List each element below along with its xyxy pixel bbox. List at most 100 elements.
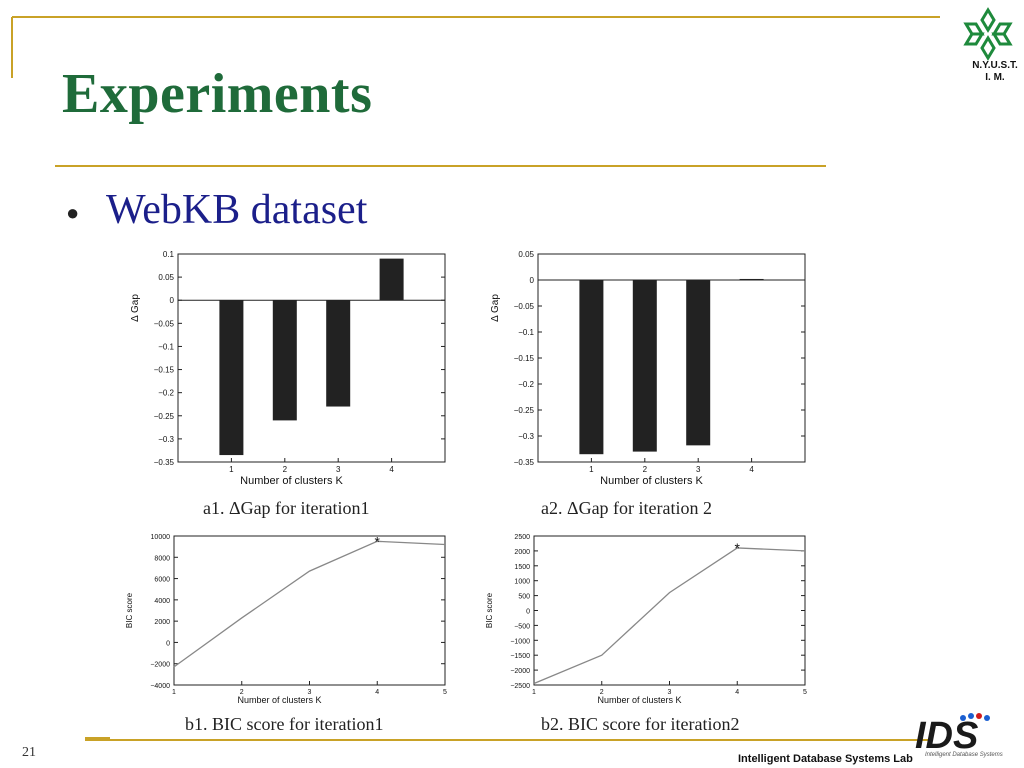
y-tick-label: 500 — [518, 594, 530, 601]
x-tick-label: 3 — [668, 689, 672, 696]
y-tick-label: −4000 — [150, 683, 170, 690]
y-tick-label: −0.35 — [154, 458, 175, 467]
y-axis-label: Δ Gap — [490, 294, 501, 322]
x-tick-label: 5 — [443, 689, 447, 696]
slide-title: Experiments — [62, 63, 373, 125]
bullet-dot-icon: ● — [66, 200, 80, 225]
bar-3 — [686, 280, 711, 446]
x-tick-label: 3 — [336, 465, 341, 474]
chart-b2-bic-score: 2500 2000 1500 1000 500 0 −500 −1000 −1500 −2000 −… — [485, 534, 807, 705]
logo-text-line2: I. M. — [985, 72, 1005, 83]
y-tick-label: −0.3 — [158, 435, 174, 444]
plot-frame — [173, 535, 446, 686]
caption-a2: a2. ΔGap for iteration 2 — [541, 498, 713, 518]
y-tick-label: −0.25 — [514, 406, 535, 415]
bar-2 — [632, 280, 657, 452]
ids-lab-logo-icon: IDS Intelligent Database Systems — [915, 713, 1003, 758]
y-tick-label: −0.15 — [154, 366, 175, 375]
x-axis-label: Number of clusters K — [240, 475, 343, 487]
plot-frame — [177, 253, 446, 463]
bar-4 — [379, 258, 404, 301]
y-tick-label: 4000 — [154, 598, 170, 605]
y-tick-label: −0.2 — [518, 380, 534, 389]
y-tick-label: 1500 — [514, 564, 530, 571]
x-tick-label: 4 — [389, 465, 394, 474]
y-tick-label: −1500 — [510, 653, 530, 660]
ids-logo-text: IDS — [915, 715, 978, 757]
y-tick-label: 1000 — [514, 579, 530, 586]
y-tick-label: 2000 — [154, 619, 170, 626]
x-tick-label: 2 — [600, 689, 604, 696]
y-tick-label: 6000 — [154, 577, 170, 584]
x-tick-label: 4 — [375, 689, 379, 696]
university-logo-text: N.Y.U.S.T. I. M. — [950, 60, 1024, 84]
caption-b1: b1. BIC score for iteration1 — [185, 714, 384, 734]
x-tick-label: 1 — [229, 465, 234, 474]
y-tick-label: −1000 — [510, 638, 530, 645]
y-tick-label: 0.05 — [158, 273, 174, 282]
y-tick-label: 0 — [170, 296, 175, 305]
x-tick-label: 2 — [240, 689, 244, 696]
y-tick-label: 0 — [166, 640, 170, 647]
bar-4 — [739, 278, 764, 281]
y-tick-label: −0.1 — [518, 328, 534, 337]
series-line — [533, 547, 806, 685]
x-tick-label: 4 — [749, 465, 754, 474]
plot-frame — [533, 535, 806, 686]
plot-frame — [537, 253, 806, 463]
y-tick-label: 0.05 — [518, 250, 534, 259]
y-tick-label: 2000 — [514, 549, 530, 556]
caption-b2: b2. BIC score for iteration2 — [541, 714, 740, 734]
y-axis-label: Δ Gap — [130, 294, 141, 322]
y-tick-label: 2500 — [514, 534, 530, 541]
bar-2 — [272, 300, 297, 421]
y-tick-label: −2500 — [510, 683, 530, 690]
x-tick-label: 1 — [172, 689, 176, 696]
max-marker: * — [735, 540, 741, 556]
x-axis-label: Number of clusters K — [237, 695, 321, 705]
bar-1 — [579, 280, 604, 455]
y-tick-label: −2000 — [510, 668, 530, 675]
y-tick-label: −0.35 — [514, 458, 535, 467]
bar-3 — [326, 300, 351, 407]
y-axis-label: BIC score — [125, 592, 134, 628]
y-axis-label: BIC score — [485, 592, 494, 628]
y-tick-label: 0 — [530, 276, 535, 285]
x-tick-label: 2 — [283, 465, 288, 474]
footer-lab-name: Intelligent Database Systems Lab — [738, 753, 913, 765]
y-tick-label: −0.2 — [158, 389, 174, 398]
y-tick-label: −500 — [514, 623, 530, 630]
university-logo-icon — [963, 7, 1013, 61]
series-line — [173, 540, 446, 668]
bullet-text: WebKB dataset — [106, 187, 368, 233]
y-tick-label: 0 — [526, 609, 530, 616]
x-axis-label: Number of clusters K — [597, 695, 681, 705]
y-tick-label: −0.15 — [514, 354, 535, 363]
page-number: 21 — [22, 745, 36, 760]
x-tick-label: 3 — [696, 465, 701, 474]
x-tick-label: 5 — [803, 689, 807, 696]
y-tick-label: −0.05 — [154, 319, 175, 328]
y-tick-label: −0.25 — [154, 412, 175, 421]
x-tick-label: 1 — [589, 465, 594, 474]
y-tick-label: 8000 — [154, 555, 170, 562]
x-tick-label: 2 — [643, 465, 648, 474]
x-tick-label: 3 — [308, 689, 312, 696]
max-marker: * — [375, 533, 381, 549]
y-tick-label: −2000 — [150, 662, 170, 669]
logo-text-line1: N.Y.U.S.T. — [972, 60, 1018, 71]
x-axis-label: Number of clusters K — [600, 475, 703, 487]
y-tick-label: −0.3 — [518, 432, 534, 441]
x-tick-label: 4 — [735, 689, 739, 696]
y-tick-label: −0.1 — [158, 342, 174, 351]
bar-1 — [219, 300, 244, 456]
x-tick-label: 1 — [532, 689, 536, 696]
ids-logo-subtext: Intelligent Database Systems — [925, 752, 1003, 758]
chart-a1-delta-gap: 0.1 0.05 0 −0.05 −0.1 −0.15 −0.2 −0.25 −0.3 −0.35… — [130, 250, 446, 487]
y-tick-label: −0.05 — [514, 302, 535, 311]
y-tick-label: 0.1 — [163, 250, 175, 259]
chart-a2-delta-gap: 0.05 0 −0.05 −0.1 −0.15 −0.2 −0.25 −0.3 −0.35 1 2 3… — [490, 250, 806, 487]
caption-a1: a1. ΔGap for iteration1 — [203, 498, 370, 518]
